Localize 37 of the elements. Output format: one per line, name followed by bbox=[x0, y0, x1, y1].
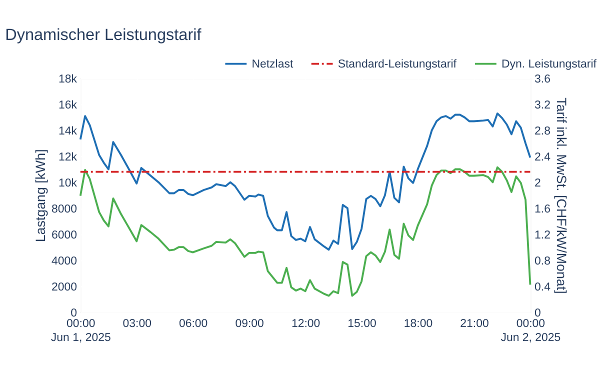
legend-label: Netzlast bbox=[252, 58, 294, 71]
y-tick-label: 2000 bbox=[52, 281, 78, 294]
x-tick-label: 03:00 bbox=[122, 318, 152, 330]
y-tick-label: 12k bbox=[58, 152, 78, 164]
x-tick-label: 21:00 bbox=[460, 318, 489, 330]
y-tick-label: 4000 bbox=[52, 255, 78, 268]
y2-tick-label: 2 bbox=[534, 178, 541, 190]
chart-title: Dynamischer Leistungstarif bbox=[5, 26, 202, 44]
line-series bbox=[79, 166, 532, 297]
y-tick-label: 16k bbox=[58, 100, 78, 112]
line-series bbox=[79, 112, 532, 251]
x-tick-label: 18:00 bbox=[404, 318, 433, 330]
y-tick-label: 18k bbox=[58, 74, 78, 86]
y2-tick-label: 0.8 bbox=[534, 255, 550, 268]
y-axis-title: Lastgang [kWh] bbox=[32, 149, 48, 242]
y-tick-label: 10k bbox=[58, 178, 78, 190]
x-tick-label: 09:00 bbox=[235, 318, 264, 330]
legend-label: Standard-Leistungstarif bbox=[338, 58, 458, 71]
x-tick-label: 00:00 Jun 1, 2025 bbox=[50, 318, 111, 344]
y-tick-label: 14k bbox=[58, 126, 78, 138]
y2-tick-label: 2.8 bbox=[534, 126, 550, 138]
y-tick-label: 6000 bbox=[52, 229, 78, 242]
x-tick-label: 00:00 Jun 2, 2025 bbox=[500, 318, 561, 344]
x-tick-label: 15:00 bbox=[348, 318, 376, 330]
y2-tick-label: 3.6 bbox=[534, 74, 550, 86]
y-tick-label: 8000 bbox=[52, 203, 78, 216]
y2-tick-label: 0.4 bbox=[534, 281, 552, 294]
y2-tick-label: 2.4 bbox=[534, 152, 552, 164]
y2-tick-label: 1.6 bbox=[534, 203, 550, 216]
x-tick-label: 06:00 bbox=[178, 318, 208, 330]
y2-tick-label: 3.2 bbox=[534, 100, 550, 112]
y-tick-label: 0 bbox=[70, 307, 78, 320]
y2-tick-label: 0 bbox=[534, 307, 541, 320]
y2-axis-title: Tarif inkl. MwSt. [CHF/kW/Monat] bbox=[554, 98, 570, 294]
legend-label: Dyn. Leistungstarif bbox=[502, 58, 598, 71]
y2-tick-label: 1.2 bbox=[534, 229, 550, 242]
x-tick-label: 12:00 bbox=[291, 318, 320, 330]
